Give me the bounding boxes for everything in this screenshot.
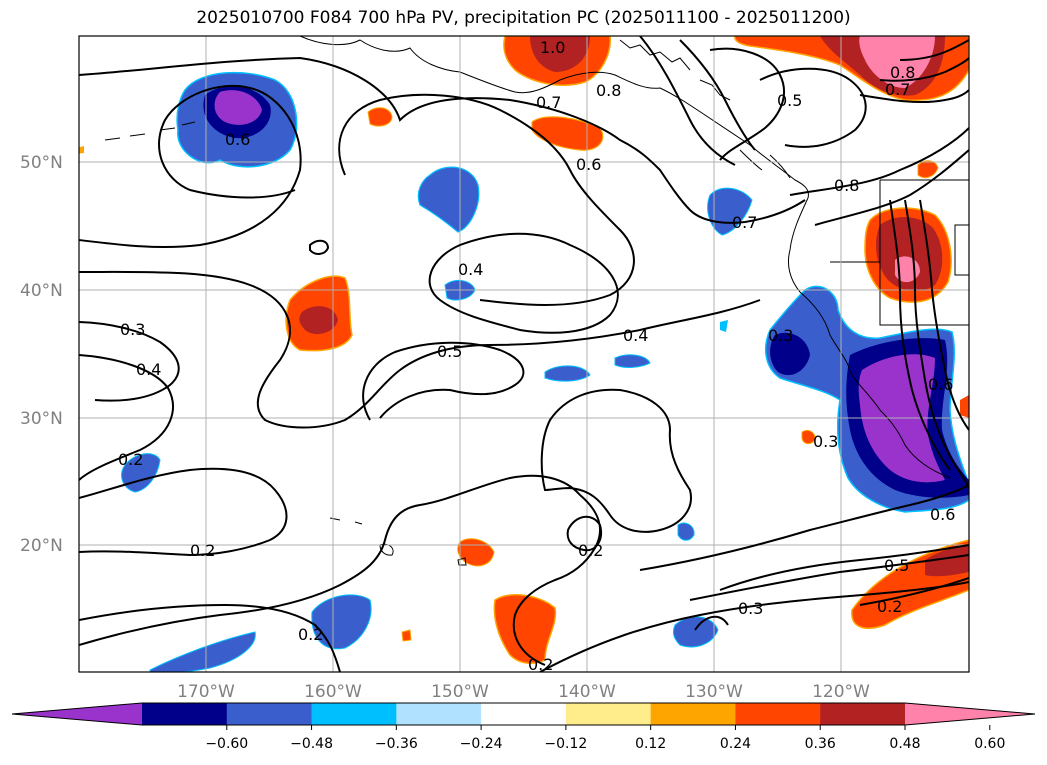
- lat-label-20n: 20°N: [20, 536, 63, 556]
- colorbar-extension-high: [905, 703, 1035, 725]
- precip-area: [770, 332, 810, 376]
- contour-label: 0.2: [298, 625, 323, 644]
- precip-area: [417, 166, 480, 233]
- contour-label: 0.6: [928, 375, 953, 394]
- colorbar-tick-label: 0.24: [720, 736, 751, 752]
- lon-label-120w: 120°W: [812, 682, 870, 702]
- lon-label-140w: 140°W: [558, 682, 616, 702]
- contour-label: 0.7: [885, 80, 910, 99]
- precip-area: [367, 107, 393, 127]
- map-content: 1.0 0.8 0.7 0.6 0.5 0.8 0.7 0.6 0.7 0.8 …: [79, 36, 969, 674]
- precip-area: [149, 631, 256, 672]
- precip-area: [493, 593, 557, 665]
- lon-label-170w: 170°W: [177, 682, 235, 702]
- precip-area: [859, 36, 935, 88]
- colorbar-box: [735, 703, 821, 725]
- precip-area: [720, 320, 728, 332]
- lon-label-160w: 160°W: [304, 682, 362, 702]
- contour-label: 0.3: [738, 599, 763, 618]
- contour-label: 0.8: [890, 63, 915, 82]
- contour-label: 0.5: [777, 91, 802, 110]
- precip-positive-areas: [79, 36, 969, 665]
- contour-label: 0.3: [120, 320, 145, 339]
- contour-label: 0.2: [118, 450, 143, 469]
- precip-area: [672, 616, 719, 648]
- precip-area: [214, 90, 262, 125]
- precip-area: [925, 545, 969, 577]
- precip-area: [801, 429, 816, 445]
- colorbar-extension-low: [12, 703, 142, 725]
- colorbar-box: [820, 703, 906, 725]
- colorbar-box: [142, 703, 228, 725]
- pv-contours: [79, 36, 969, 672]
- precip-area: [79, 146, 84, 154]
- contour-label: 0.2: [877, 597, 902, 616]
- contour-label: 0.7: [536, 93, 561, 112]
- contour-label: 0.2: [190, 541, 215, 560]
- precip-area: [614, 354, 651, 368]
- colorbar-tick-label: −0.36: [375, 736, 418, 752]
- colorbar-box: [396, 703, 482, 725]
- colorbar-tick-label: 0.12: [635, 736, 666, 752]
- colorbar-box: [565, 703, 652, 725]
- longitude-labels: 170°W 160°W 150°W 140°W 130°W 120°W: [177, 682, 870, 702]
- colorbar-tick-label: 0.36: [805, 736, 836, 752]
- precip-area: [544, 365, 591, 382]
- contour-label: 0.8: [596, 81, 621, 100]
- colorbar-tick-label: 0.48: [889, 736, 920, 752]
- precip-area: [530, 36, 590, 72]
- colorbar-tick-label: 0.60: [974, 736, 1005, 752]
- precip-area: [299, 306, 338, 335]
- contour-label: 0.6: [576, 155, 601, 174]
- contour-label: 0.6: [930, 505, 955, 524]
- contour-label: 0.4: [136, 360, 161, 379]
- contour-label: 0.2: [578, 541, 603, 560]
- contour-label: 0.7: [732, 213, 757, 232]
- contour-label: 1.0: [540, 38, 565, 57]
- colorbar-outline: [11, 702, 1036, 726]
- precip-area: [311, 594, 372, 650]
- contour-label: 0.5: [437, 342, 462, 361]
- lat-label-50n: 50°N: [20, 153, 63, 173]
- colorbar-box: [311, 703, 397, 725]
- lon-label-130w: 130°W: [685, 682, 743, 702]
- colorbar-tick-label: −0.12: [544, 736, 587, 752]
- colorbar-tick-label: −0.48: [290, 736, 333, 752]
- precip-area: [917, 160, 939, 179]
- plot-title: 2025010700 F084 700 hPa PV, precipitatio…: [196, 8, 851, 28]
- colorbar-box: [650, 703, 736, 725]
- gridlines: [79, 36, 969, 672]
- contour-label: 0.4: [458, 260, 483, 279]
- contour-label: 0.6: [225, 130, 250, 149]
- lon-label-150w: 150°W: [431, 682, 489, 702]
- map-frame: [78, 35, 970, 673]
- colorbar-tick-label: −0.60: [205, 736, 248, 752]
- precip-area: [401, 629, 412, 642]
- contour-label: 0.3: [813, 432, 838, 451]
- precip-area: [960, 395, 969, 418]
- latitude-labels: 50°N 40°N 30°N 20°N: [20, 153, 63, 556]
- colorbar-box: [226, 703, 313, 725]
- lat-label-30n: 30°N: [20, 409, 63, 429]
- contour-label: 0.4: [623, 326, 648, 345]
- lat-label-40n: 40°N: [20, 281, 63, 301]
- precip-area: [677, 522, 695, 541]
- contour-label: 0.2: [528, 655, 553, 674]
- colorbar: −0.60 −0.48 −0.36 −0.24 −0.12 0.12 0.24 0.36 0.4…: [11, 702, 1036, 752]
- contour-label: 0.5: [884, 556, 909, 575]
- colorbar-tick-label: −0.24: [460, 736, 503, 752]
- colorbar-box: [481, 703, 567, 725]
- contour-label: 0.3: [768, 326, 793, 345]
- contour-labels: 1.0 0.8 0.7 0.6 0.5 0.8 0.7 0.6 0.7 0.8 …: [118, 38, 955, 674]
- contour-label: 0.8: [834, 176, 859, 195]
- precip-area: [457, 538, 495, 567]
